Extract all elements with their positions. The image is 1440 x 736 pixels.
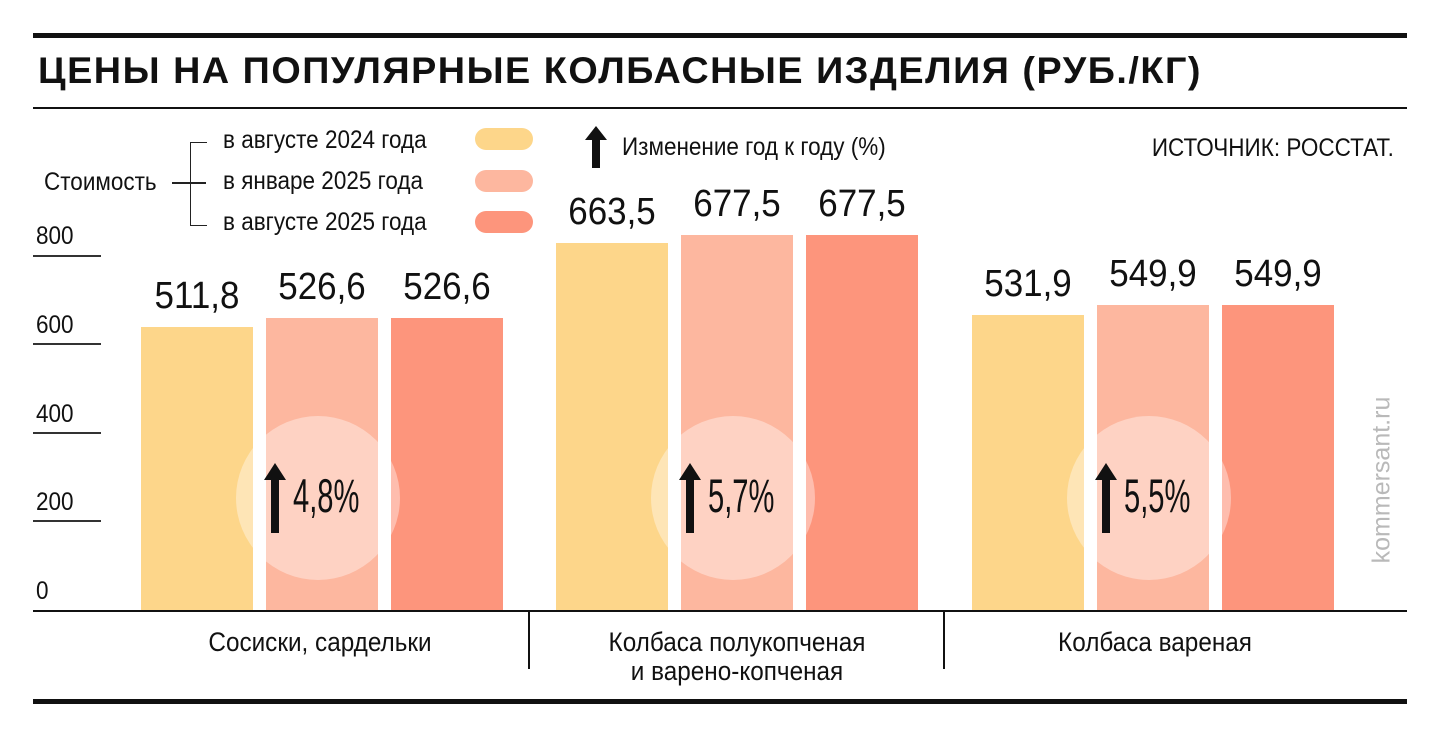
bar-value-label: 511,8: [154, 274, 240, 317]
legend-item-aug-2025: в августе 2025 года: [223, 208, 427, 236]
legend-group-label: Стоимость: [44, 168, 157, 196]
legend-item-aug-2024: в августе 2024 года: [223, 126, 427, 154]
chart-title: ЦЕНЫ НА ПОПУЛЯРНЫЕ КОЛБАСНЫЕ ИЗДЕЛИЯ (РУ…: [38, 50, 1202, 91]
bar: [806, 234, 918, 610]
top-rule: [33, 33, 1407, 38]
watermark: kommersant.ru: [1367, 396, 1396, 564]
legend-bracket-stem: [172, 182, 206, 184]
bar-value-label: 526,6: [403, 266, 491, 309]
bar-value-label: 549,9: [1234, 253, 1322, 296]
bar-value-label: 677,5: [818, 182, 906, 225]
legend-swatch-aug-2024: [475, 128, 533, 150]
source-note: ИСТОЧНИК: РОССТАТ.: [1152, 134, 1394, 162]
ytick-label: 600: [36, 311, 74, 339]
legend-bracket: [190, 142, 207, 226]
up-arrow-icon: [264, 463, 286, 533]
change-badge: [651, 416, 815, 580]
change-percent-label: 4,8%: [293, 469, 360, 522]
legend-item-jan-2025: в январе 2025 года: [223, 167, 423, 195]
ytick-label: 800: [36, 222, 74, 250]
category-label: Сосиски, сардельки: [208, 627, 432, 657]
change-badge: [236, 416, 400, 580]
change-percent-label: 5,7%: [708, 469, 775, 522]
group-separator: [528, 611, 530, 669]
up-arrow-icon: [1095, 463, 1117, 533]
bar: [141, 326, 253, 610]
legend-swatch-jan-2025: [475, 170, 533, 192]
baseline-rule: [33, 610, 1407, 612]
ytick-label: 400: [36, 400, 74, 428]
bar-value-label: 663,5: [568, 190, 656, 233]
up-arrow-icon: [585, 126, 607, 168]
bar: [266, 318, 378, 610]
up-arrow-icon: [679, 463, 701, 533]
bar-value-label: 549,9: [1109, 253, 1197, 296]
bar: [556, 242, 668, 610]
ytick-label: 200: [36, 488, 74, 516]
bar-value-label: 677,5: [693, 182, 781, 225]
change-percent-label: 5,5%: [1124, 469, 1191, 522]
category-label: Колбаса вареная: [1058, 627, 1252, 657]
category-label: Колбаса полукопченая и варено-копченая: [608, 627, 866, 686]
ytick-line: [33, 255, 101, 257]
ytick-label: 0: [36, 577, 49, 605]
legend-change-label: Изменение год к году (%): [622, 133, 886, 161]
ytick-line: [33, 343, 101, 345]
bar: [1222, 305, 1334, 610]
change-badge: [1067, 416, 1231, 580]
bottom-rule: [33, 699, 1407, 704]
title-rule: [33, 107, 1407, 109]
bar-value-label: 526,6: [278, 266, 366, 309]
ytick-line: [33, 520, 101, 522]
bar: [1097, 305, 1209, 610]
group-separator: [943, 611, 945, 669]
ytick-line: [33, 432, 101, 434]
bar: [681, 234, 793, 610]
legend-swatch-aug-2025: [475, 211, 533, 233]
bar-value-label: 531,9: [984, 263, 1072, 306]
bar: [391, 318, 503, 610]
bar: [972, 315, 1084, 610]
